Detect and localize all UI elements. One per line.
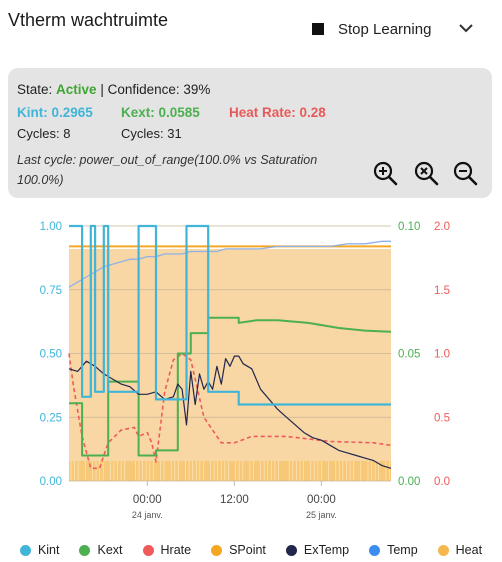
legend-item-kext[interactable]: Kext [79, 540, 123, 560]
legend-dot-kext [79, 544, 91, 556]
legend-label-temp: Temp [387, 543, 418, 557]
legend-label-hrate: Hrate [160, 543, 192, 557]
series-line-temp [68, 240, 391, 288]
legend-item-temp[interactable]: Temp [369, 540, 418, 560]
legend-item-heat[interactable]: Heat [437, 540, 483, 560]
legend-dot-heat [437, 544, 449, 556]
mid-tick-label: 0.00 [398, 476, 420, 488]
right-tick-label: 0.5 [434, 412, 450, 424]
x-tick-label: 00:00 [307, 494, 336, 506]
legend-label-spoint: SPoint [229, 543, 266, 557]
kext-value: Kext: 0.0585 [121, 105, 200, 120]
left-tick-label: 0.75 [40, 285, 62, 297]
zoom-reset-icon[interactable] [413, 160, 439, 186]
right-tick-label: 1.5 [434, 285, 450, 297]
legend-label-heat: Heat [455, 543, 483, 557]
legend-dot-extemp [285, 544, 297, 556]
legend-item-extemp[interactable]: ExTemp [285, 540, 350, 560]
left-tick-label: 0.50 [40, 349, 62, 361]
legend-label-kint: Kint [37, 543, 60, 557]
heat-rate-value: Heat Rate: 0.28 [229, 105, 326, 120]
left-tick-label: 0.25 [40, 412, 62, 424]
state-label: State: [17, 82, 53, 97]
series-line-kint [69, 224, 391, 406]
chart-legend: Kint Kext Hrate SPoint ExTemp Temp Heat [0, 540, 502, 560]
stop-learning-button[interactable]: Stop Learning [312, 16, 431, 42]
kint-value: Kint: 0.2965 [17, 105, 93, 120]
series-line-kext [69, 316, 392, 457]
legend-item-kint[interactable]: Kint [19, 540, 60, 560]
legend-label-extemp: ExTemp [303, 543, 350, 557]
legend-label-kext: Kext [97, 543, 123, 557]
legend-item-hrate[interactable]: Hrate [142, 540, 192, 560]
mid-tick-label: 0.10 [398, 221, 420, 233]
zoom-out-icon[interactable] [452, 160, 478, 186]
right-tick-label: 0.0 [434, 476, 450, 488]
stop-icon [312, 23, 324, 35]
confidence-text: | Confidence: 39% [100, 82, 211, 97]
legend-dot-spoint [211, 544, 223, 556]
series-line-hrate [68, 352, 392, 470]
right-tick-label: 1.0 [434, 349, 450, 361]
status-panel: State: Active | Confidence: 39% Kint: 0.… [8, 68, 492, 198]
series-line-extemp [68, 355, 392, 469]
legend-dot-kint [19, 544, 31, 556]
kint-cycles: Cycles: 8 [17, 126, 71, 141]
left-tick-label: 1.00 [40, 221, 62, 233]
x-tick-sublabel: 25 janv. [306, 510, 337, 520]
right-tick-label: 2.0 [434, 221, 450, 233]
legend-item-spoint[interactable]: SPoint [211, 540, 266, 560]
state-line: State: Active | Confidence: 39% [17, 82, 210, 97]
last-cycle-text: Last cycle: power_out_of_range(100.0% vs… [17, 153, 318, 187]
mid-tick-label: 0.05 [398, 349, 420, 361]
x-tick-label: 00:00 [133, 494, 162, 506]
stop-learning-label: Stop Learning [338, 20, 432, 38]
x-tick-label: 12:00 [220, 494, 249, 506]
kext-cycles: Cycles: 31 [121, 126, 182, 141]
card-title: Vtherm wachtruimte [8, 10, 169, 30]
state-value: Active [56, 82, 97, 97]
left-tick-label: 0.00 [40, 476, 62, 488]
x-tick-sublabel: 24 janv. [132, 510, 163, 520]
legend-dot-hrate [142, 544, 154, 556]
chevron-down-icon[interactable] [456, 18, 476, 38]
zoom-in-icon[interactable] [372, 160, 398, 186]
learning-chart: 0.00 0.25 0.50 0.75 1.00 0.00 0.05 0.10 0.0 0.5 1.… [40, 221, 450, 520]
legend-dot-temp [369, 544, 381, 556]
